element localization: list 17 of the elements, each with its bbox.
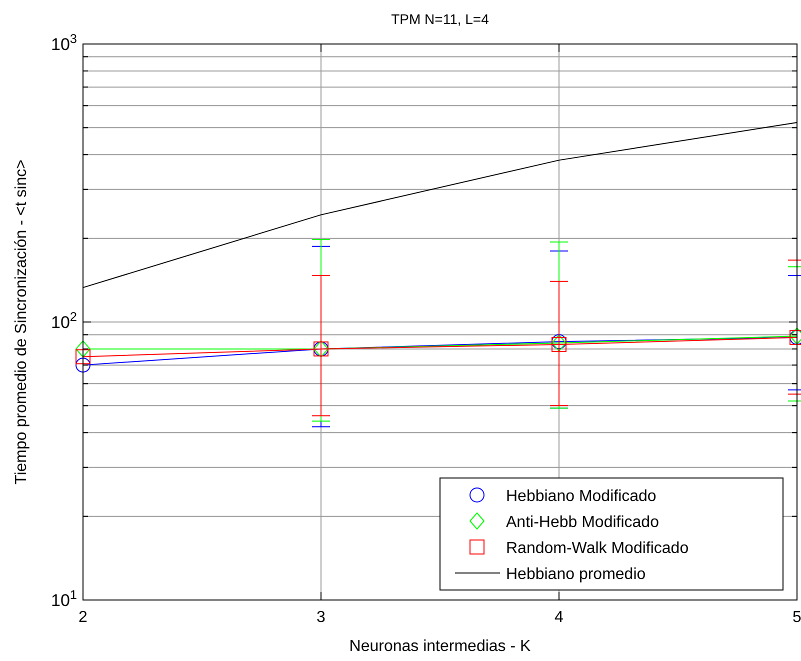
chart-title: TPM N=11, L=4	[391, 11, 490, 27]
point	[76, 340, 90, 358]
y-tick-label: 10$^{1}$	[50, 586, 77, 610]
x-tick-label: 5	[792, 609, 801, 626]
x-tick-label: 3	[316, 609, 326, 626]
y-tick-label: 10$^{3}$	[50, 30, 77, 54]
point	[76, 358, 90, 373]
x-tick-label: 2	[78, 609, 88, 626]
x-axis-title: Neuronas intermedias - K	[349, 638, 532, 655]
y-tick-label: 10$^{2}$	[50, 308, 77, 332]
x-tick-label: 4	[554, 609, 564, 626]
legend-label: Anti-Hebb Modificado	[506, 514, 660, 531]
y-axis-title: Tiempo promedio de Sincronización - <t sinc>	[13, 160, 30, 484]
legend-label: Random-Walk Modificado	[506, 540, 689, 557]
legend-label: Hebbiano Modificado	[506, 488, 656, 505]
point	[76, 349, 90, 364]
legend-label: Hebbiano promedio	[506, 566, 646, 583]
